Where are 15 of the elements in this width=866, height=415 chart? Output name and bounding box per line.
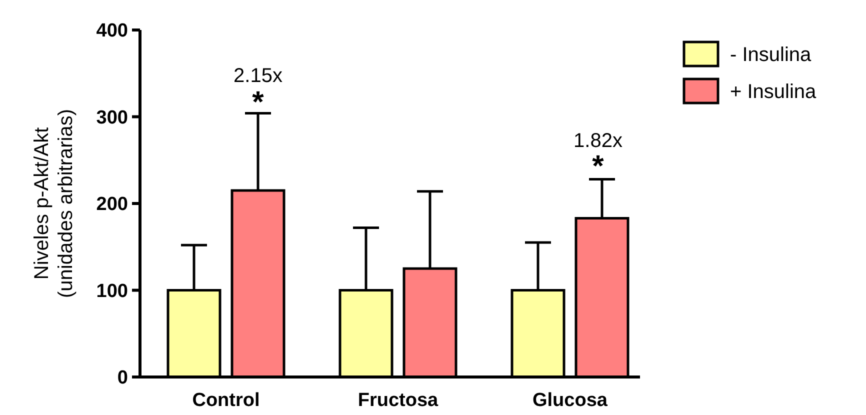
y-tick-label: 400 — [96, 20, 128, 42]
x-tick-label: Control — [192, 390, 260, 411]
annotation: * — [592, 150, 604, 183]
annotation: 2.15x — [234, 65, 282, 87]
annotation: 1.82x — [574, 130, 622, 152]
x-tick-label: Fructosa — [358, 390, 439, 411]
x-tick-label: Glucosa — [532, 390, 608, 411]
y-tick-label: 0 — [117, 368, 128, 389]
y-tick-label: 100 — [96, 280, 128, 302]
y-tick-label: 300 — [96, 107, 128, 128]
annotation: * — [252, 86, 264, 119]
legend-label: - Insulina — [730, 44, 812, 66]
legend-label: + Insulina — [730, 81, 818, 103]
y-tick-label: 200 — [96, 194, 128, 216]
y-axis-title: Niveles p-Akt/Akt (unidades arbitrarias) — [31, 109, 77, 298]
